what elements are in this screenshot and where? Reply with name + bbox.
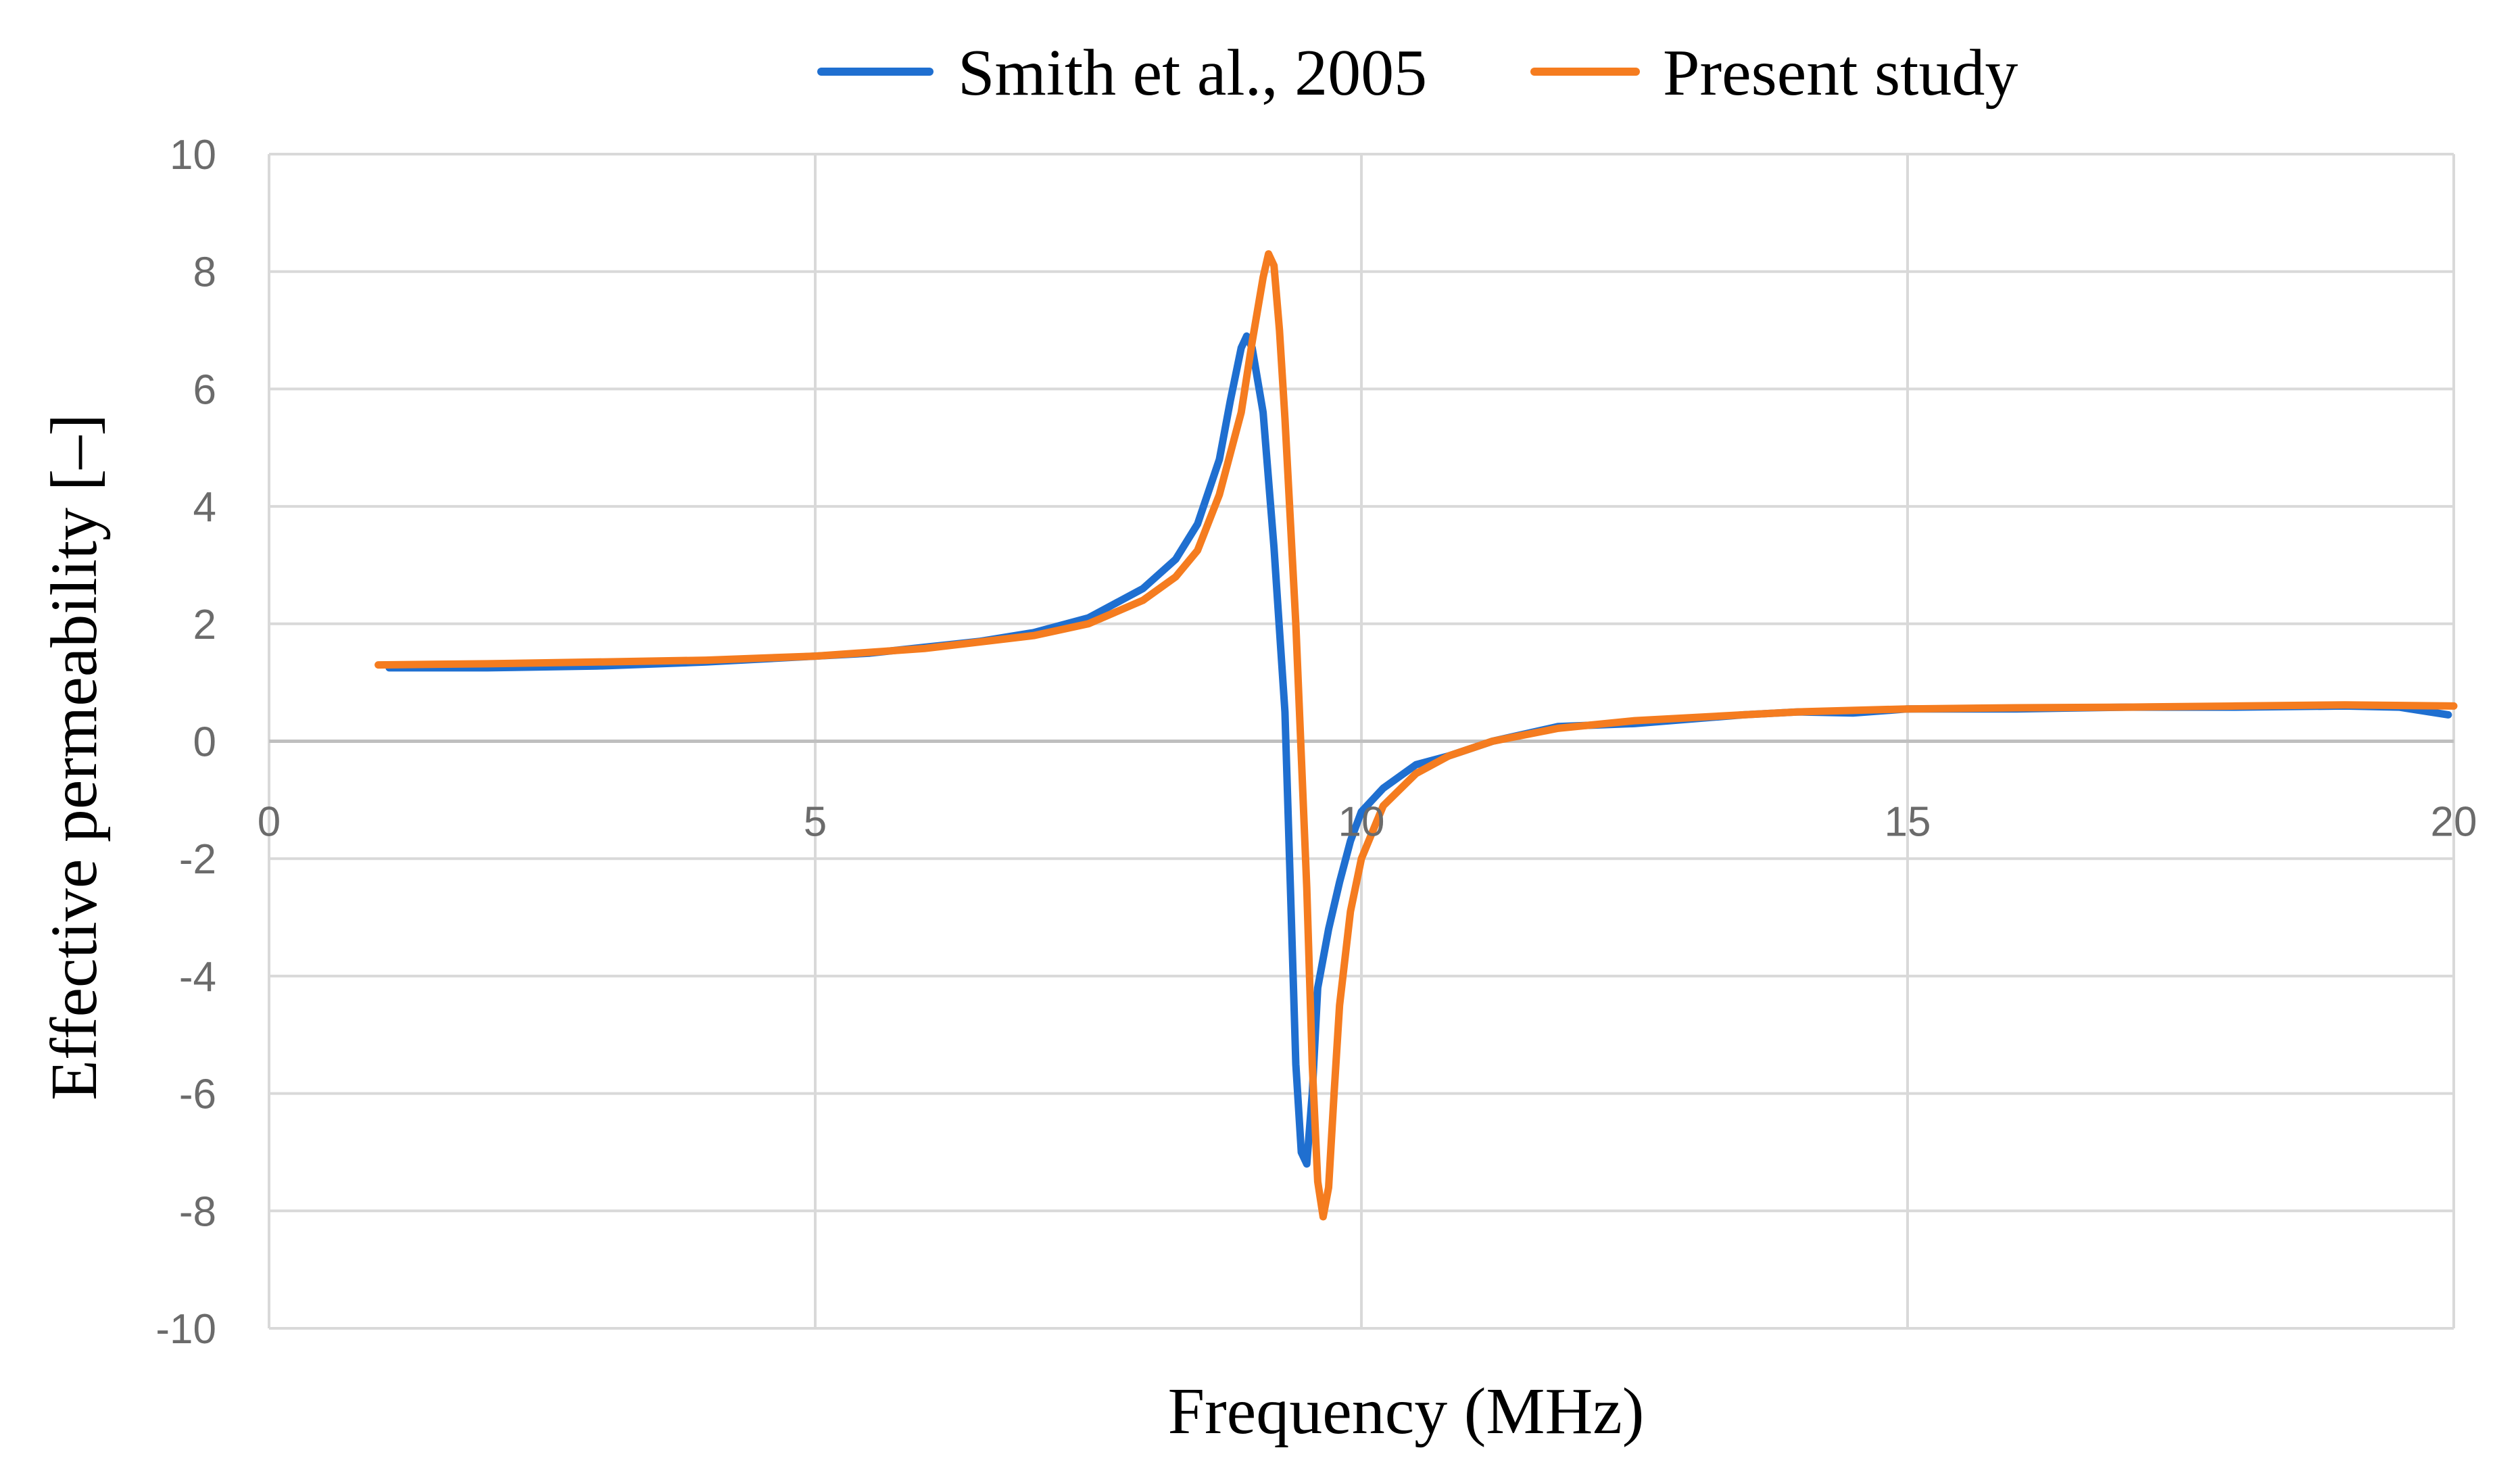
y-tick-label: 2 — [193, 602, 216, 648]
y-tick-label: -6 — [179, 1071, 216, 1118]
y-tick-label: 4 — [193, 484, 216, 531]
y-tick-label: -4 — [179, 954, 216, 1000]
y-axis-title: Effective permeability [–] — [38, 414, 111, 1101]
x-axis-title: Frequency (MHz) — [1168, 1375, 1645, 1448]
series-line-present-study — [374, 250, 2458, 1221]
y-tick-label: 0 — [193, 719, 216, 766]
y-tick-label: -2 — [179, 836, 216, 883]
legend: Smith et al., 2005 Present study — [817, 37, 2018, 110]
x-tick-label: 20 — [2431, 799, 2477, 846]
y-tick-label: 6 — [193, 366, 216, 413]
grid — [268, 153, 2455, 1330]
x-tick-label: 5 — [804, 799, 827, 846]
legend-label-present-study: Present study — [1663, 37, 2018, 110]
y-tick-label: 10 — [170, 132, 216, 178]
y-tick-label: -8 — [179, 1188, 216, 1235]
x-tick-label: 0 — [258, 799, 281, 846]
series-line-smith-et-al-2005 — [385, 332, 2452, 1168]
y-tick-label: -10 — [155, 1306, 216, 1353]
legend-label-smith-et-al-2005: Smith et al., 2005 — [958, 37, 1427, 110]
series-layer — [374, 250, 2458, 1221]
x-tick-label: 10 — [1338, 799, 1385, 846]
y-tick-label: 8 — [193, 249, 216, 296]
x-tick-label: 15 — [1885, 799, 1931, 846]
